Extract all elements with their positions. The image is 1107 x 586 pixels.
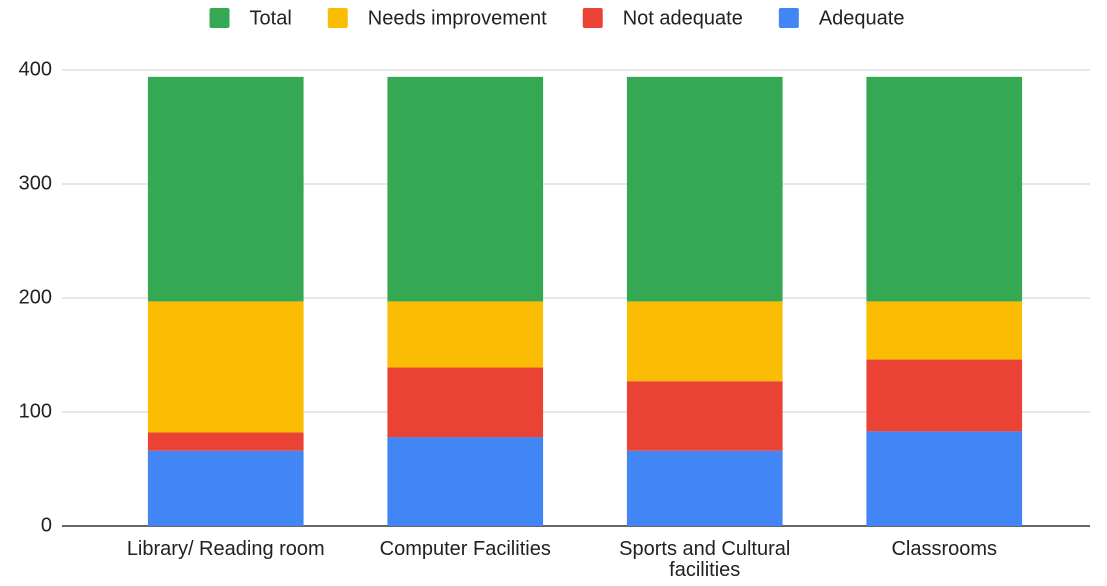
x-tick-label: Classrooms	[891, 538, 997, 560]
x-tick-label: Sports and Cultural facilities	[619, 538, 790, 581]
bar-segment	[387, 301, 544, 368]
bar-segment	[626, 381, 783, 451]
legend-swatch	[327, 8, 348, 28]
bar-segment	[147, 76, 304, 302]
y-tick-label: 400	[19, 58, 52, 80]
legend-swatch	[209, 8, 230, 28]
bar-segment	[387, 437, 544, 526]
legend-label: Not adequate	[623, 7, 743, 29]
y-tick-label: 300	[19, 172, 52, 194]
bar-segment	[387, 367, 544, 438]
y-tick-label: 200	[19, 286, 52, 308]
legend-label: Total	[250, 7, 292, 29]
y-tick-label: 100	[19, 400, 52, 422]
bar-segment	[147, 450, 304, 526]
legend-swatch	[582, 8, 603, 28]
legend-label: Needs improvement	[368, 7, 547, 29]
bar-segment	[626, 301, 783, 382]
bar-segment	[866, 431, 1023, 526]
legend-label: Adequate	[819, 7, 905, 29]
legend-swatch	[778, 8, 799, 28]
bar-segment	[626, 76, 783, 302]
bar-segment	[147, 432, 304, 451]
bar-segment	[147, 301, 304, 433]
bar-segment	[626, 450, 783, 526]
y-tick-label: 0	[41, 514, 52, 536]
bar-segment	[866, 76, 1023, 302]
bar-segment	[387, 76, 544, 302]
bar-segment	[866, 301, 1023, 360]
x-tick-label: Library/ Reading room	[127, 538, 325, 560]
x-tick-label: Computer Facilities	[380, 538, 551, 560]
bar-segment	[866, 359, 1023, 432]
